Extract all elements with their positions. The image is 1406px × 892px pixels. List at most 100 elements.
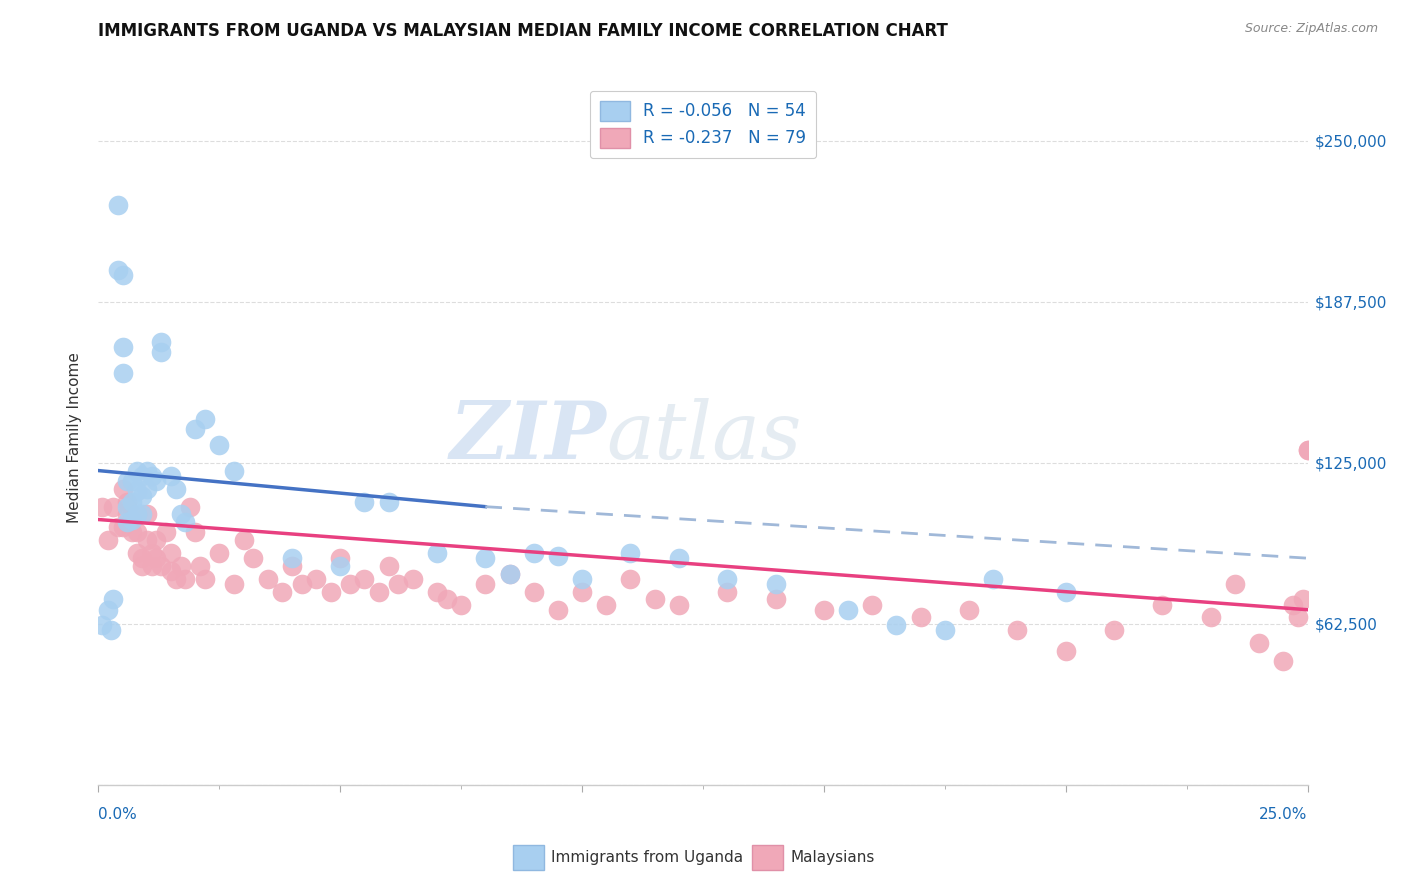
- Point: [111, 482, 134, 496]
- Point: [339, 577, 361, 591]
- Point: [169, 508, 191, 522]
- Text: Immigrants from Uganda: Immigrants from Uganda: [551, 850, 744, 864]
- Point: [523, 584, 546, 599]
- Point: [957, 603, 980, 617]
- Point: [765, 592, 787, 607]
- Point: [498, 566, 520, 581]
- Point: [860, 598, 883, 612]
- Text: IMMIGRANTS FROM UGANDA VS MALAYSIAN MEDIAN FAMILY INCOME CORRELATION CHART: IMMIGRANTS FROM UGANDA VS MALAYSIAN MEDI…: [98, 22, 948, 40]
- Point: [97, 603, 120, 617]
- Point: [1102, 624, 1125, 638]
- Point: [319, 584, 342, 599]
- Point: [498, 566, 520, 581]
- Point: [1292, 592, 1315, 607]
- Point: [1054, 644, 1077, 658]
- Point: [1272, 654, 1295, 668]
- Point: [1286, 610, 1309, 624]
- Point: [188, 558, 211, 573]
- Text: Source: ZipAtlas.com: Source: ZipAtlas.com: [1244, 22, 1378, 36]
- Point: [426, 546, 449, 560]
- Point: [141, 558, 163, 573]
- Point: [450, 598, 472, 612]
- Point: [121, 512, 143, 526]
- Point: [121, 494, 143, 508]
- Y-axis label: Median Family Income: Median Family Income: [67, 351, 83, 523]
- Point: [934, 624, 956, 638]
- Point: [117, 508, 139, 522]
- Point: [117, 494, 139, 508]
- Point: [121, 508, 143, 522]
- Point: [1054, 584, 1077, 599]
- Point: [135, 482, 157, 496]
- Point: [837, 603, 859, 617]
- Point: [107, 262, 129, 277]
- Point: [387, 577, 409, 591]
- Point: [100, 624, 122, 638]
- Point: [232, 533, 254, 548]
- Point: [222, 464, 245, 478]
- Point: [165, 482, 187, 496]
- Point: [141, 468, 163, 483]
- Point: [281, 551, 304, 566]
- Text: atlas: atlas: [606, 399, 801, 475]
- Point: [169, 558, 191, 573]
- Point: [813, 603, 835, 617]
- Point: [101, 500, 124, 514]
- Point: [242, 551, 264, 566]
- Point: [523, 546, 546, 560]
- Point: [184, 422, 207, 436]
- Point: [127, 546, 149, 560]
- Point: [305, 572, 328, 586]
- Point: [107, 198, 129, 212]
- Point: [256, 572, 278, 586]
- Point: [595, 598, 617, 612]
- Point: [1152, 598, 1174, 612]
- Point: [107, 520, 129, 534]
- Point: [353, 572, 375, 586]
- Legend: R = -0.056   N = 54, R = -0.237   N = 79: R = -0.056 N = 54, R = -0.237 N = 79: [591, 91, 815, 158]
- Point: [1007, 624, 1029, 638]
- Point: [135, 464, 157, 478]
- Point: [145, 474, 167, 488]
- Point: [208, 546, 231, 560]
- Point: [127, 525, 149, 540]
- Point: [117, 515, 139, 529]
- Point: [644, 592, 666, 607]
- Point: [619, 546, 641, 560]
- Point: [377, 558, 399, 573]
- Point: [127, 464, 149, 478]
- Point: [160, 564, 183, 578]
- Point: [571, 584, 593, 599]
- Text: 0.0%: 0.0%: [98, 807, 138, 822]
- Point: [150, 558, 173, 573]
- Point: [91, 618, 114, 632]
- Point: [150, 345, 173, 359]
- Point: [194, 572, 217, 586]
- Point: [160, 546, 183, 560]
- Point: [117, 500, 139, 514]
- Point: [222, 577, 245, 591]
- Point: [716, 572, 738, 586]
- Point: [174, 572, 197, 586]
- Point: [547, 549, 569, 563]
- Point: [179, 500, 201, 514]
- Point: [127, 484, 149, 499]
- Point: [117, 474, 139, 488]
- Point: [135, 533, 157, 548]
- Point: [474, 551, 496, 566]
- Point: [1282, 598, 1305, 612]
- Point: [165, 572, 187, 586]
- Point: [1296, 442, 1319, 457]
- Point: [208, 438, 231, 452]
- Point: [368, 584, 391, 599]
- Text: 25.0%: 25.0%: [1260, 807, 1308, 822]
- Point: [111, 340, 134, 354]
- Text: ZIP: ZIP: [450, 399, 606, 475]
- Point: [111, 268, 134, 282]
- Point: [131, 468, 153, 483]
- Point: [329, 558, 352, 573]
- Point: [91, 500, 114, 514]
- Point: [910, 610, 932, 624]
- Point: [426, 584, 449, 599]
- Point: [111, 520, 134, 534]
